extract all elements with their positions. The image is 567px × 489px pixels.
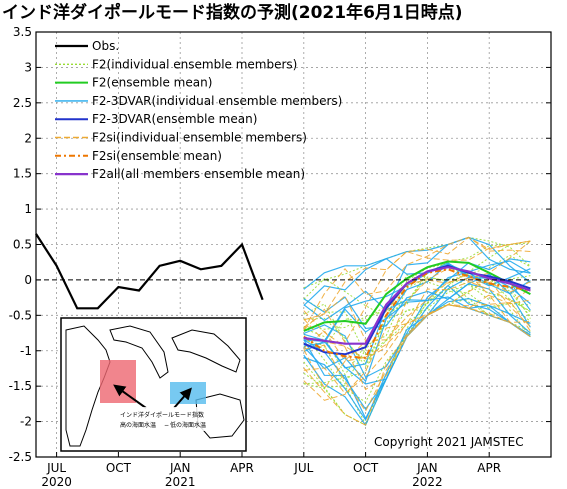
series-lines [35,233,531,359]
legend-label: F2(ensemble mean) [92,76,212,90]
ensemble-member-line [303,254,531,386]
inset-coast-indonesia [171,329,241,373]
chart-title: インド洋ダイポールモード指数の予測(2021年6月1日時点) [2,2,463,23]
ensemble-member-line [303,236,531,306]
inset-cool-label: 低の海面水温 [170,421,206,429]
ensemble-member-line [303,294,531,401]
ensemble-member-line [303,297,531,356]
ensemble-member-line [303,236,531,330]
legend-label: F2si(ensemble mean) [92,149,222,163]
legend-label: F2si(individual ensemble members) [92,131,307,145]
series-line [303,260,531,332]
ensemble-member-line [303,304,531,426]
y-tick-label: -2 [20,415,32,429]
ensemble-member-line [303,278,531,426]
x-tick-label: JUL [293,461,313,475]
x-tick-label: JUL [46,461,66,475]
ensemble-member-line [303,273,531,420]
y-tick-label: -1 [20,344,32,358]
ensemble-member-line [303,240,531,342]
inset-arrow-west [113,384,147,409]
inset-minus-sign: − [164,422,169,429]
y-tick-label: 3 [24,60,32,74]
x-year-label: 2020 [41,475,72,489]
legend-label: Obs. [92,39,119,53]
x-year-label: 2021 [165,475,196,489]
inset-coast-asia [109,325,169,379]
inset-arrow-east [173,387,192,409]
inset-coast-africa [65,325,111,447]
y-tick-label: -1.5 [9,379,32,393]
ensemble-member-line [303,240,531,344]
inset-caption-box [118,407,218,431]
ensemble-member-line [303,273,531,360]
x-tick-label: OCT [353,461,379,475]
ensemble-member-line [303,263,531,383]
axes: 3.532.521.510.50-0.5-1-1.5-2-2.5JUL2020O… [9,25,552,489]
legend-label: F2all(all members ensemble mean) [92,167,305,181]
series-line [35,233,264,310]
legend-label: F2(individual ensemble members) [92,57,297,71]
ensemble-member-line [303,240,531,368]
inset-map: インド洋ダイポールモード指数 高の海面水温 − 低の海面水温 [60,317,247,452]
inset-warm-label: 高の海面水温 [120,421,156,429]
ensemble-member-line [303,260,531,347]
legend-label: F2-3DVAR(individual ensemble members) [92,94,342,108]
series-line [303,268,531,359]
ensemble-member-line [303,236,531,289]
ensemble-member-line [303,297,531,422]
ensemble-members [303,236,531,427]
ensemble-member-line [303,258,531,378]
copyright-text: Copyright 2021 JAMSTEC [374,435,524,449]
ensemble-member-line [303,288,531,413]
y-tick-label: 1.5 [13,167,32,181]
inset-caption: インド洋ダイポールモード指数 [120,411,204,419]
y-tick-label: -2.5 [9,450,32,464]
y-tick-label: 0.5 [13,238,32,252]
y-tick-label: 3.5 [13,25,32,39]
x-year-label: 2022 [412,475,443,489]
ensemble-member-line [303,283,531,334]
x-tick-label: JAN [169,461,191,475]
x-tick-label: OCT [106,461,132,475]
legend: Obs. F2(individual ensemble members) F2(en… [55,39,342,181]
y-tick-label: 0 [24,273,32,287]
ensemble-member-line [303,281,531,390]
x-tick-label: APR [230,461,254,475]
legend-label: F2-3DVAR(ensemble mean) [92,112,257,126]
ensemble-member-line [303,277,531,426]
ensemble-member-line [303,304,531,391]
y-tick-label: 2 [24,131,32,145]
y-tick-label: 1 [24,202,32,216]
ensemble-member-line [303,236,531,321]
x-tick-label: APR [477,461,501,475]
ensemble-member-line [303,242,531,348]
y-tick-label: 2.5 [13,96,32,110]
series-line [303,266,531,345]
x-tick-label: JAN [416,461,438,475]
y-tick-label: -0.5 [9,308,32,322]
plot-frame [35,31,552,458]
ensemble-member-line [303,278,531,395]
